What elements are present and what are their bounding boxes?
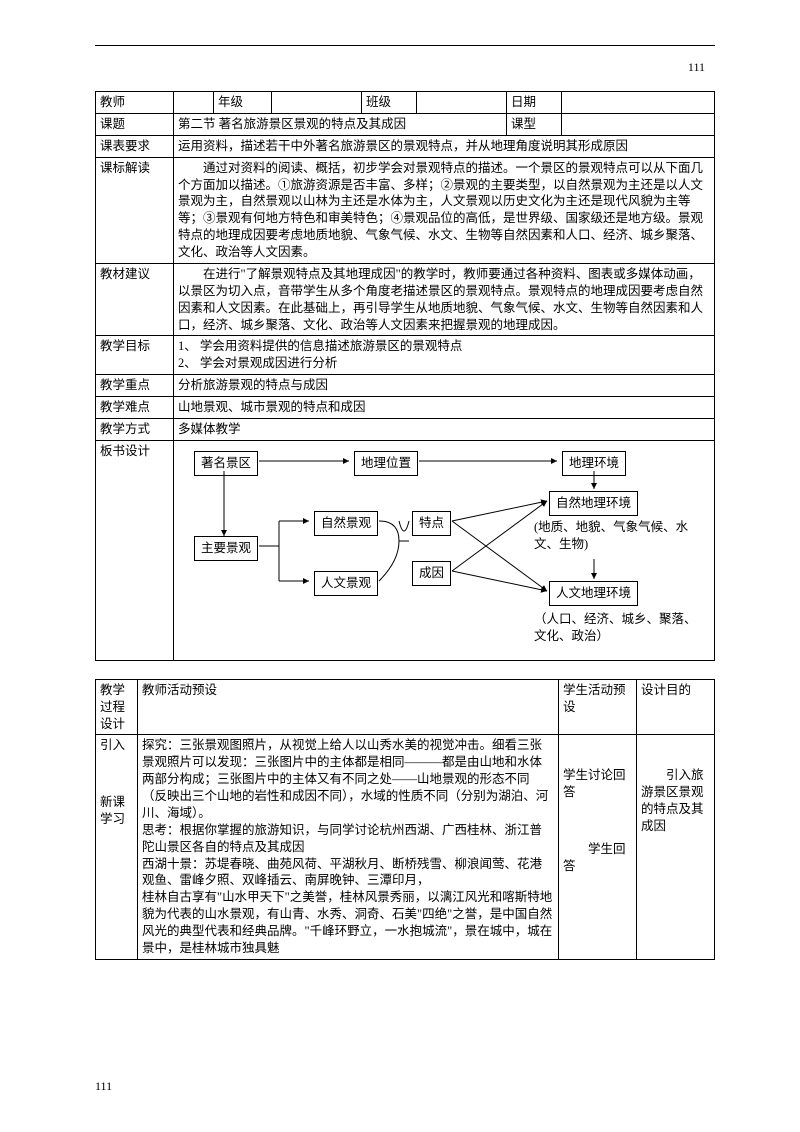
lbl-nandian: 教学难点 [96,397,174,419]
lbl-topic: 课题 [96,113,174,135]
proc-col1-header: 教学过程设计 [96,679,138,735]
val-kebiao: 运用资料，描述若干中外著名旅游景区的景观特点，并从地理角度说明其形成原因 [174,135,715,157]
mubiao-2: 2、 学会对景观成因进行分析 [178,355,710,372]
val-teacher [174,92,214,114]
val-jiedu: 通过对资料的阅读、概括，初步学会对景观特点的描述。一个景区的景观特点可以从下面几… [174,157,715,263]
val-zhongdian: 分析旅游景观的特点与成因 [174,375,715,397]
proc-purpose-text: 引入旅游景区景观的特点及其成因 [641,767,710,835]
lbl-date: 日期 [507,92,562,114]
val-fangshi: 多媒体教学 [174,418,715,440]
page-number-top: 111 [688,60,705,75]
node-humenv: 人文地理环境 [549,581,638,606]
val-jianyi: 在进行"了解景观特点及其地理成因"的教学时，教师要通过各种资料、图表或多媒体动画… [174,263,715,336]
node-humansc: 人文景观 [314,571,378,596]
lbl-mubiao: 教学目标 [96,336,174,375]
proc-stage: 引入 新课学习 [96,735,138,959]
val-class [417,92,507,114]
val-lesson-type [562,113,715,135]
mubiao-1: 1、 学会用资料提供的信息描述旅游景区的景观特点 [178,338,710,355]
val-date [562,92,715,114]
node-natural: 自然景观 [314,511,378,536]
node-natenv: 自然地理环境 [549,491,638,516]
lbl-grade: 年级 [214,92,272,114]
node-cause: 成因 [412,561,451,586]
lbl-fangshi: 教学方式 [96,418,174,440]
proc-col3-header: 学生活动预设 [559,679,637,735]
diagram-cell: 著名景区 地理位置 地理环境 主要景观 自然景观 人文景观 特点 成因 自然地理… [174,440,715,660]
val-mubiao: 1、 学会用资料提供的信息描述旅游景区的景观特点 2、 学会对景观成因进行分析 [174,336,715,375]
node-geoenv: 地理环境 [562,451,626,476]
lbl-lesson-type: 课型 [507,113,562,135]
note-humenv: （人口、经济、城乡、聚落、文化、政治） [534,611,704,645]
lbl-jiedu: 课标解读 [96,157,174,263]
page-number-bottom: 111 [95,1079,112,1094]
note-natenv: (地质、地貌、气象气候、水文、生物) [534,519,704,553]
node-mainscene: 主要景观 [194,536,258,561]
proc-col2-header: 教师活动预设 [138,679,559,735]
node-features: 特点 [412,511,451,536]
proc-student-2: 学生回答 [563,841,632,875]
process-table: 教学过程设计 教师活动预设 学生活动预设 设计目的 引入 新课学习 探究：三张景… [95,679,715,960]
val-nandian: 山地景观、城市景观的特点和成因 [174,397,715,419]
lbl-class: 班级 [362,92,417,114]
lbl-jianyi: 教材建议 [96,263,174,336]
val-grade [272,92,362,114]
proc-student: 学生讨论回答 学生回答 [559,735,637,959]
node-famous: 著名景区 [194,451,258,476]
proc-stage-b: 新课学习 [100,794,133,828]
proc-stage-a: 引入 [100,737,133,754]
proc-student-1: 学生讨论回答 [563,767,632,801]
proc-col4-header: 设计目的 [637,679,715,735]
lbl-banshu: 板书设计 [96,440,174,660]
lesson-plan-table: 教师 年级 班级 日期 课题 第二节 著名旅游景区景观的特点及其成因 课型 课表… [95,91,715,661]
proc-teacher: 探究：三张景观图照片，从视觉上给人以山秀水美的视觉冲击。细看三张景观照片可以发现… [138,735,559,959]
node-location: 地理位置 [354,451,418,476]
val-topic: 第二节 著名旅游景区景观的特点及其成因 [174,113,507,135]
lbl-zhongdian: 教学重点 [96,375,174,397]
lbl-teacher: 教师 [96,92,174,114]
lbl-kebiao: 课表要求 [96,135,174,157]
proc-purpose: 引入旅游景区景观的特点及其成因 [637,735,715,959]
